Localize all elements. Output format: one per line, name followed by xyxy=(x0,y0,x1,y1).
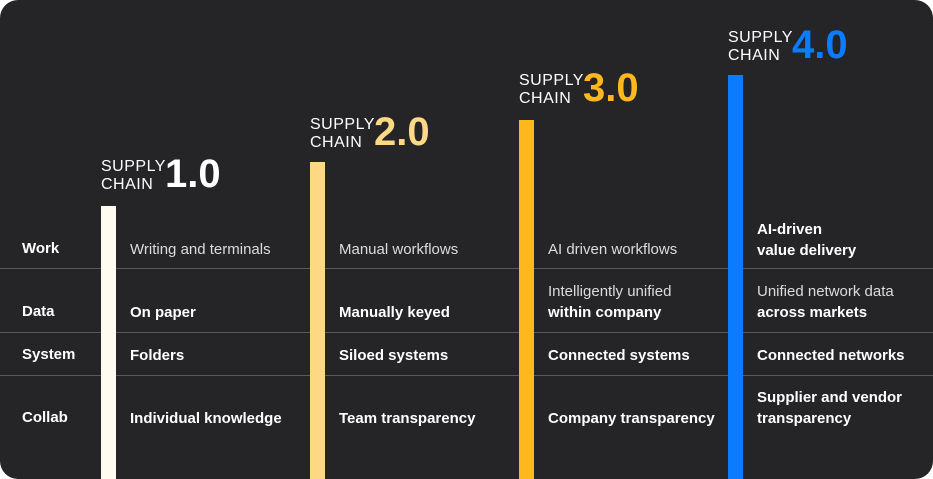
divider-data-system xyxy=(0,332,933,333)
data-cell-2: Manually keyed xyxy=(339,304,450,321)
divider-system-collab xyxy=(0,375,933,376)
stage-4-line2: CHAIN xyxy=(728,47,781,64)
divider-work-data xyxy=(0,268,933,269)
work-cell-2: Manual workflows xyxy=(339,241,459,258)
work-cell-3: AI driven workflows xyxy=(548,241,678,258)
stage-3-bar xyxy=(519,120,534,479)
collab-cell-1: Individual knowledge xyxy=(130,410,282,427)
stage-4-bar xyxy=(728,75,743,479)
stage-1-line2: CHAIN xyxy=(101,176,154,193)
system-cell-3: Connected systems xyxy=(548,347,690,364)
stage-2-line1: SUPPLY xyxy=(310,116,375,133)
collab-cell-4: Supplier and vendor transparency xyxy=(757,389,903,427)
row-label-system: System xyxy=(22,346,76,363)
stage-1-version: 1.0 xyxy=(165,152,221,196)
row-label-work: Work xyxy=(22,240,60,257)
collab-cell-3: Company transparency xyxy=(548,410,715,427)
stage-1-line1: SUPPLY xyxy=(101,158,166,175)
stage-4-version: 4.0 xyxy=(792,23,848,67)
work-cell-4: AI-driven value delivery xyxy=(757,221,857,259)
data-cell-3: Intelligently unified within company xyxy=(548,283,672,321)
data-cell-4: Unified network data across markets xyxy=(757,283,894,321)
collab-cell-2: Team transparency xyxy=(339,410,476,427)
work-cell-1: Writing and terminals xyxy=(130,241,271,258)
stage-2-version: 2.0 xyxy=(374,110,430,154)
row-label-collab: Collab xyxy=(22,409,68,426)
system-cell-1: Folders xyxy=(130,347,185,364)
stage-1-bar xyxy=(101,206,116,479)
system-cell-2: Siloed systems xyxy=(339,347,449,364)
stage-3-line2: CHAIN xyxy=(519,90,572,107)
stage-2-bar xyxy=(310,162,325,479)
system-cell-4: Connected networks xyxy=(757,347,905,364)
stage-3-line1: SUPPLY xyxy=(519,72,584,89)
row-label-data: Data xyxy=(22,303,55,320)
stage-4-line1: SUPPLY xyxy=(728,29,793,46)
data-cell-1: On paper xyxy=(130,304,196,321)
stage-2-line2: CHAIN xyxy=(310,134,363,151)
stage-3-version: 3.0 xyxy=(583,66,639,110)
